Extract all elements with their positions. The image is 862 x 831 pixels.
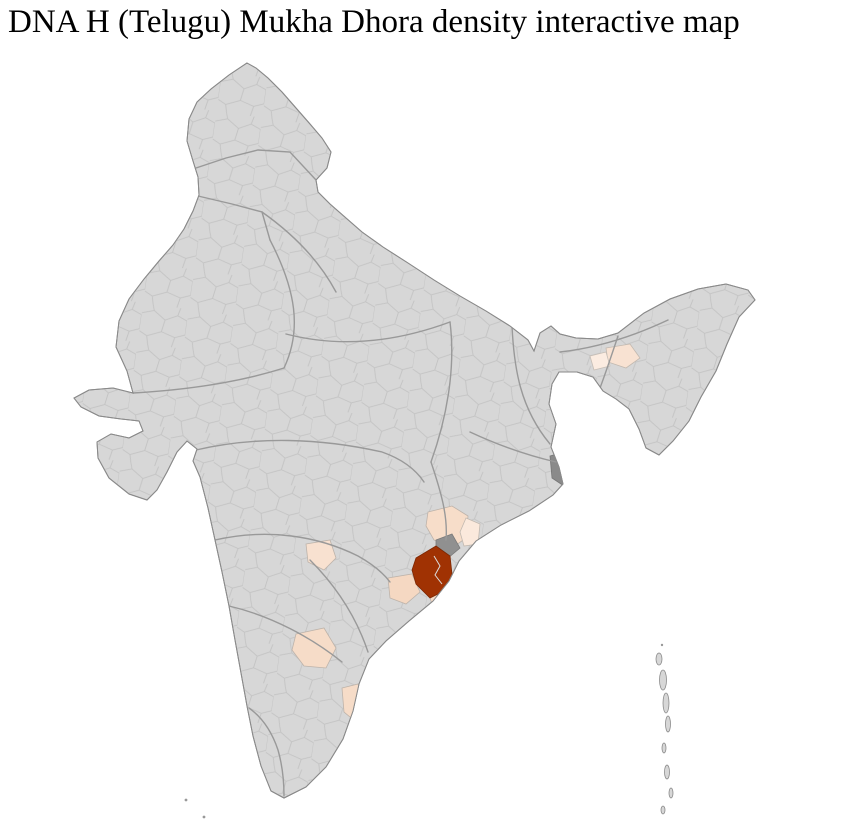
- district-low-godavari[interactable]: [387, 573, 421, 605]
- nicobar-4[interactable]: [660, 805, 666, 815]
- district-low-east-odisha[interactable]: [459, 517, 481, 547]
- page-title: DNA H (Telugu) Mukha Dhora density inter…: [8, 4, 740, 40]
- district-low-assam-east[interactable]: [589, 351, 611, 371]
- andaman-4[interactable]: [665, 715, 671, 733]
- island-chain: [655, 652, 674, 815]
- nicobar-2[interactable]: [664, 764, 670, 780]
- state-borders: [132, 149, 669, 797]
- lakshadweep-2: [202, 815, 206, 819]
- small-islands: [184, 643, 664, 819]
- nicobar-1[interactable]: [661, 742, 667, 754]
- district-low-rayalaseema[interactable]: [291, 627, 337, 669]
- district-high-visakhapatnam-inner-boundary: [433, 555, 443, 585]
- district-low-koraput[interactable]: [425, 505, 469, 549]
- islet-1: [660, 643, 664, 647]
- lakshadweep-1: [184, 798, 188, 802]
- district-boundaries-mesh: [74, 63, 755, 798]
- andaman-2[interactable]: [659, 669, 667, 691]
- nicobar-3[interactable]: [668, 787, 674, 799]
- andaman-3[interactable]: [662, 692, 670, 714]
- andaman-1[interactable]: [655, 652, 663, 666]
- district-low-telangana[interactable]: [305, 539, 337, 571]
